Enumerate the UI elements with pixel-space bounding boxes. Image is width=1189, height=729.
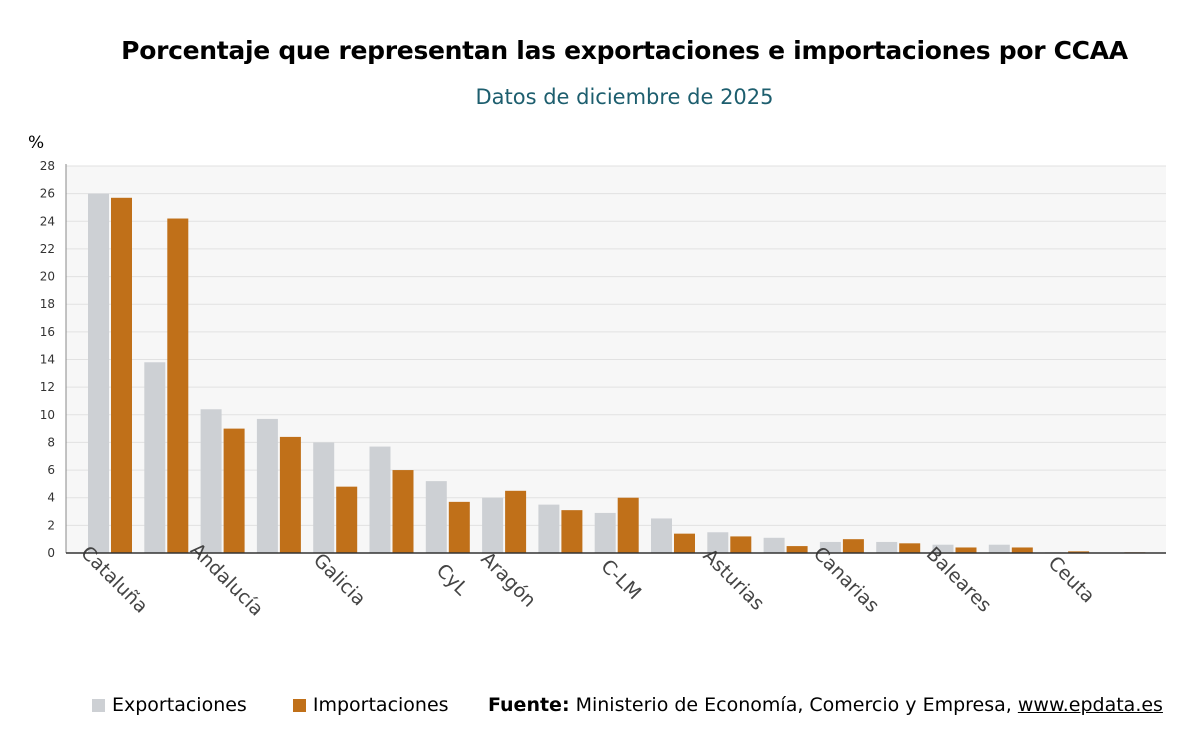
x-tick-label: Asturias — [699, 545, 769, 615]
bar-exportaciones-16 — [988, 544, 1010, 553]
y-tick-label: 4 — [47, 491, 55, 505]
legend-item-exportaciones[interactable]: Exportaciones — [92, 694, 247, 716]
x-tick-label: C-LM — [597, 555, 646, 604]
bar-exportaciones-8 — [538, 504, 560, 553]
legend-swatch-importaciones — [292, 699, 306, 712]
y-tick-label: 24 — [40, 214, 55, 228]
bar-importaciones-7 — [505, 490, 527, 553]
bar-exportaciones-11 — [707, 532, 729, 553]
legend: Exportaciones Importaciones — [92, 694, 489, 716]
source-prefix: Fuente: — [488, 694, 570, 716]
bar-importaciones-17 — [1068, 551, 1090, 553]
y-tick-label: 14 — [40, 353, 55, 367]
bar-exportaciones-10 — [651, 518, 672, 553]
bar-importaciones-13 — [842, 539, 864, 553]
bar-importaciones-2 — [223, 428, 245, 553]
bar-importaciones-10 — [674, 533, 695, 553]
legend-swatch-exportaciones — [92, 699, 105, 712]
source-note: Fuente: Ministerio de Economía, Comercio… — [488, 694, 1163, 716]
bar-exportaciones-12 — [763, 537, 785, 553]
bar-importaciones-11 — [730, 536, 752, 553]
bar-exportaciones-0 — [88, 193, 109, 553]
legend-label-importaciones: Importaciones — [312, 694, 449, 716]
bar-importaciones-8 — [561, 510, 583, 553]
x-tick-label: Galicia — [309, 549, 370, 610]
y-tick-label: 22 — [40, 242, 55, 256]
x-tick-label: Ceuta — [1044, 552, 1099, 607]
y-tick-label: 26 — [40, 187, 55, 201]
x-tick-label: Aragón — [476, 548, 540, 612]
y-tick-label: 28 — [40, 159, 55, 173]
source-text: Ministerio de Economía, Comercio y Empre… — [569, 694, 1018, 716]
legend-label-exportaciones: Exportaciones — [112, 694, 247, 716]
legend-item-importaciones[interactable]: Importaciones — [292, 694, 449, 716]
bar-exportaciones-9 — [594, 512, 616, 553]
bar-importaciones-9 — [617, 497, 639, 553]
bar-importaciones-5 — [392, 470, 414, 553]
bar-exportaciones-4 — [313, 442, 335, 553]
bar-exportaciones-15 — [932, 544, 954, 553]
y-tick-label: 18 — [40, 297, 55, 311]
bar-exportaciones-13 — [819, 541, 841, 553]
y-tick-label: 12 — [40, 380, 55, 394]
y-tick-label: 20 — [40, 270, 55, 284]
y-tick-label: 8 — [47, 435, 55, 449]
bar-importaciones-15 — [955, 547, 977, 553]
bar-exportaciones-5 — [369, 446, 391, 553]
y-tick-label: 0 — [47, 546, 55, 560]
bar-importaciones-14 — [899, 543, 921, 553]
x-tick-label: CyL — [432, 560, 473, 601]
x-tick-label: Baleares — [922, 543, 996, 617]
chart-subtitle: Datos de diciembre de 2025 — [475, 85, 774, 109]
y-tick-label: 10 — [40, 408, 55, 422]
chart-title: Porcentaje que representan las exportaci… — [121, 36, 1128, 65]
bar-exportaciones-3 — [256, 418, 278, 553]
bar-importaciones-4 — [336, 486, 358, 553]
bar-exportaciones-1 — [144, 362, 166, 553]
y-axis-unit-label: % — [28, 133, 45, 153]
bar-exportaciones-14 — [876, 541, 898, 553]
bar-importaciones-0 — [111, 197, 132, 553]
bar-exportaciones-2 — [200, 409, 222, 553]
bar-importaciones-12 — [786, 546, 808, 553]
bar-importaciones-1 — [167, 218, 189, 553]
y-tick-label: 16 — [40, 325, 55, 339]
source-link[interactable]: www.epdata.es — [1017, 694, 1163, 716]
bar-exportaciones-6 — [425, 481, 447, 553]
bar-importaciones-6 — [448, 501, 470, 553]
y-tick-label: 2 — [47, 518, 55, 532]
bar-importaciones-16 — [1011, 547, 1033, 553]
bar-exportaciones-7 — [482, 497, 504, 553]
bar-importaciones-3 — [279, 436, 301, 553]
y-tick-label: 6 — [47, 463, 55, 477]
